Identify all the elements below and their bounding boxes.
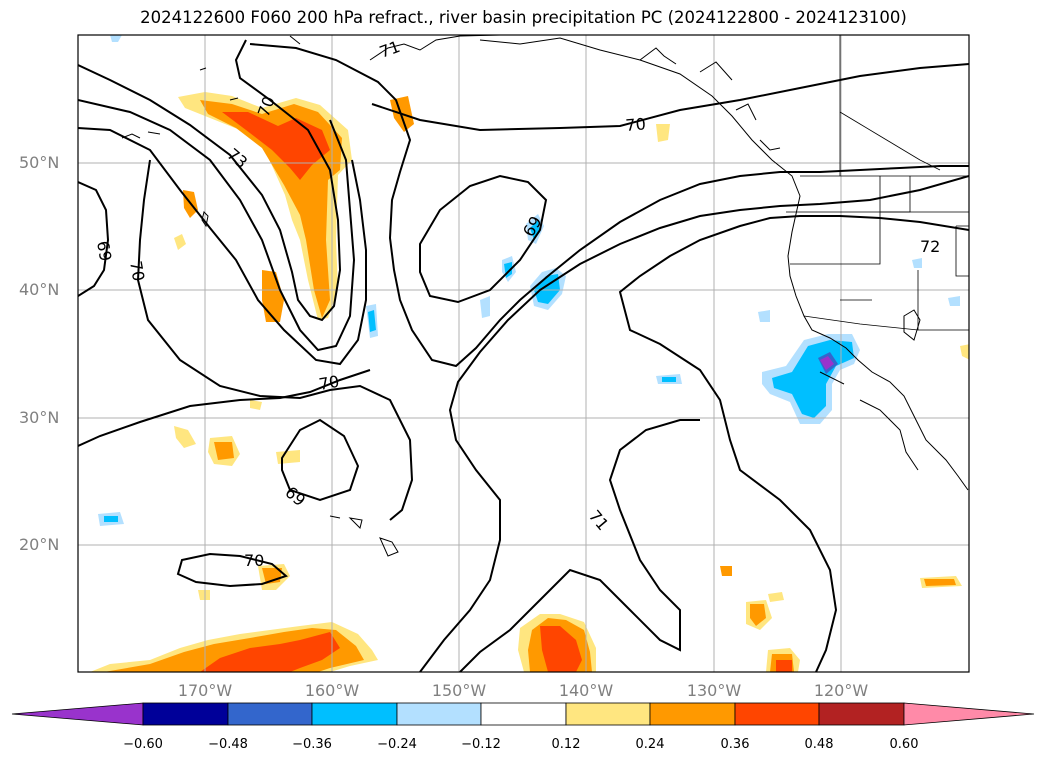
contour-label: 70 — [317, 372, 340, 394]
refractivity-contours — [78, 39, 969, 672]
map-frame — [77, 34, 970, 673]
colorbar — [11, 702, 1035, 726]
colorbar-bin — [734, 702, 820, 726]
lon-label: 140°W — [558, 681, 614, 700]
colorbar-tick-label: −0.24 — [377, 737, 417, 752]
lat-label: 30°N — [19, 408, 60, 427]
coastlines — [121, 35, 969, 557]
colorbar-tick-label: 0.48 — [804, 737, 834, 752]
contour-label: 71 — [377, 37, 403, 62]
colorbar-tick-label: 0.24 — [635, 737, 665, 752]
colorbar-tick-label: −0.48 — [208, 737, 248, 752]
colorbar-bin — [649, 702, 736, 726]
lon-label: 160°W — [304, 681, 360, 700]
colorbar-bin — [142, 702, 229, 726]
lon-label: 130°W — [686, 681, 742, 700]
colorbar-bin — [818, 702, 905, 726]
contour-label: 70 — [244, 551, 264, 570]
precip-shading — [90, 35, 969, 672]
colorbar-bin — [565, 702, 651, 726]
contour-label: 71 — [585, 506, 613, 534]
colorbar-tick-label: 0.60 — [889, 737, 919, 752]
colorbar-tick-label: −0.60 — [123, 737, 163, 752]
colorbar-bin — [311, 702, 398, 726]
colorbar-bin — [396, 702, 482, 726]
colorbar-tick-label: 0.12 — [551, 737, 581, 752]
gridlines — [78, 35, 969, 672]
lon-label: 120°W — [813, 681, 869, 700]
map-title: 2024122600 F060 200 hPa refract., river … — [140, 8, 907, 27]
political-borders — [786, 35, 969, 331]
contour-label: 70 — [625, 114, 647, 135]
contour-label: 73 — [223, 145, 251, 173]
contour-label: 72 — [920, 237, 940, 256]
lon-label: 170°W — [177, 681, 233, 700]
contour-label: 69 — [281, 483, 309, 511]
lat-label: 50°N — [19, 153, 60, 172]
contour-label: 69 — [93, 239, 115, 262]
contour-label: 70 — [126, 259, 148, 282]
colorbar-bin — [227, 702, 313, 726]
colorbar-max-extend — [903, 702, 1035, 726]
lat-label: 20°N — [19, 535, 60, 554]
colorbar-tick-label: −0.36 — [292, 737, 332, 752]
lon-label: 150°W — [431, 681, 487, 700]
colorbar-bin — [480, 702, 567, 726]
colorbar-min-extend — [11, 702, 144, 726]
lat-label: 40°N — [19, 280, 60, 299]
colorbar-tick-label: −0.12 — [461, 737, 501, 752]
colorbar-tick-label: 0.36 — [720, 737, 750, 752]
